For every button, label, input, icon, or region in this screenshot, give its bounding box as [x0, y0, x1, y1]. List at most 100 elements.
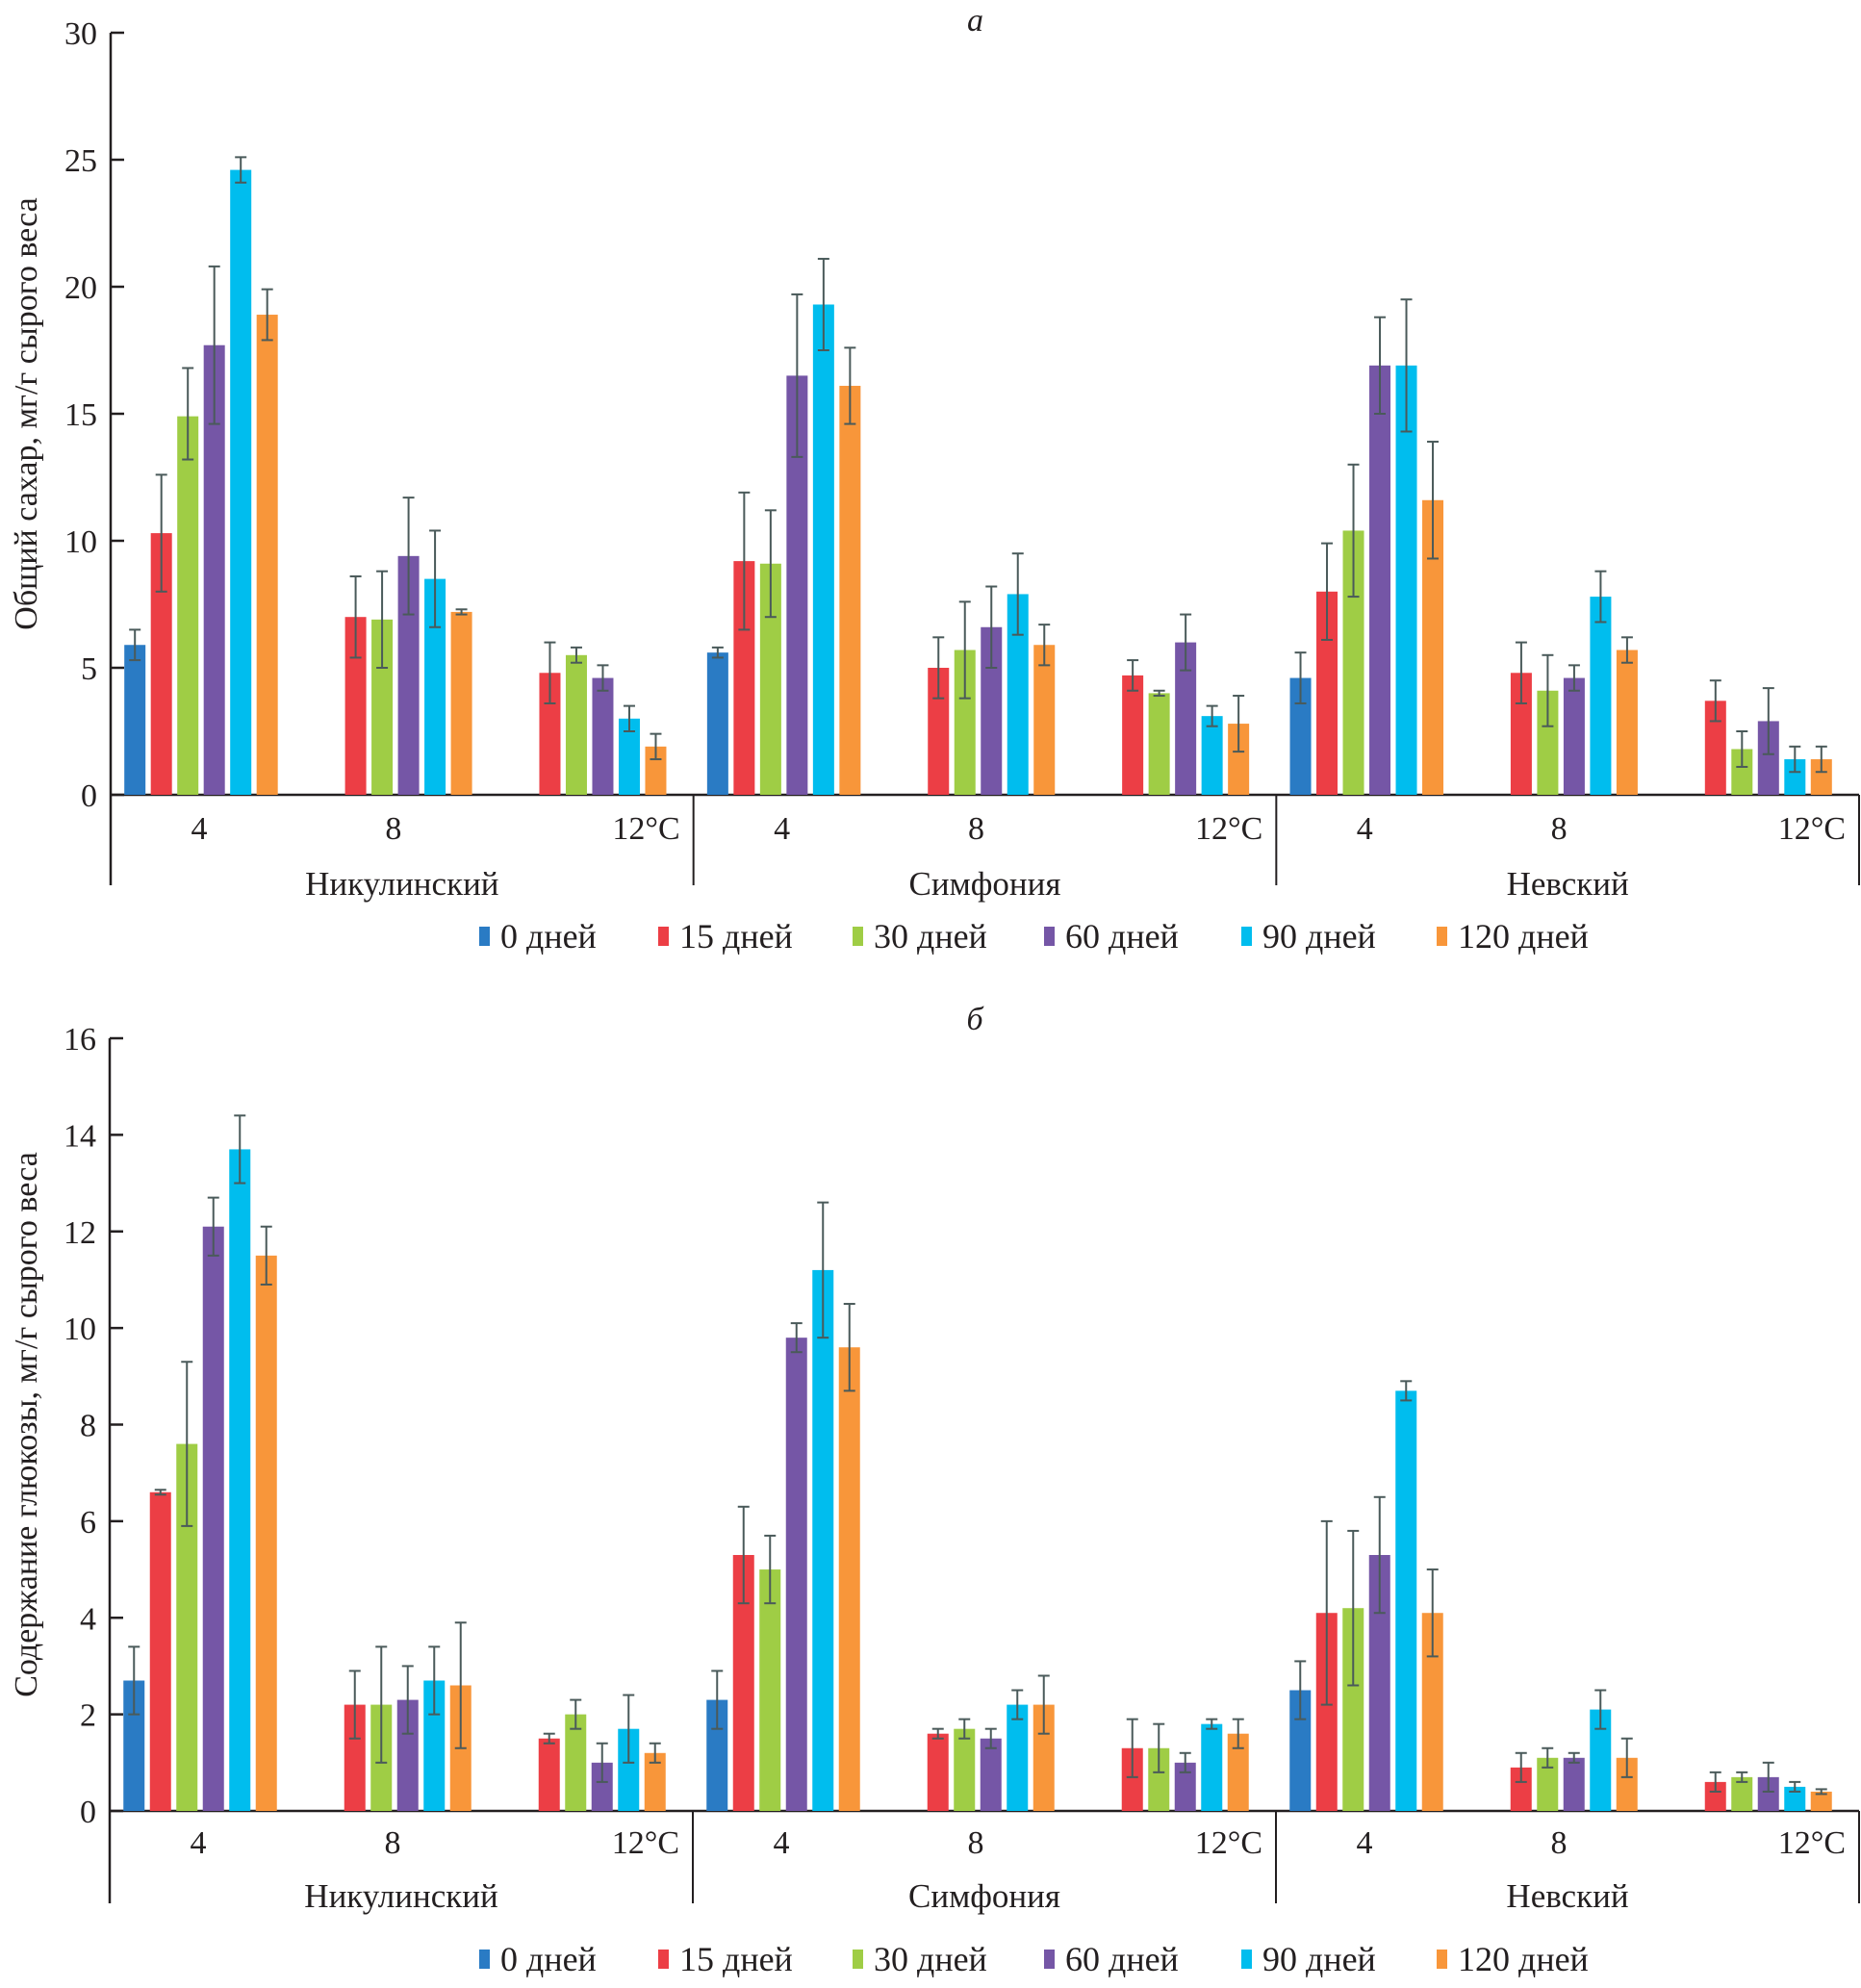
bar-2-6-series-3 [1368, 1555, 1390, 1811]
legend-item: 90 дней [1241, 917, 1376, 956]
bar-0-2-series-1 [538, 1738, 560, 1811]
bar-1-5-series-3 [1174, 1762, 1196, 1811]
y-tick-label: 25 [64, 143, 97, 179]
legend-label: 0 дней [500, 917, 597, 956]
bar-1-4-series-5 [1032, 1704, 1055, 1811]
bar-0-0-series-0 [124, 645, 146, 795]
bar-1-4-series-1 [927, 1733, 949, 1811]
panel-letter: б [966, 1002, 984, 1037]
bar-0-0-series-2 [176, 1443, 198, 1811]
legend-item: 60 дней [1044, 1940, 1179, 1978]
bar-0-0-series-3 [202, 1226, 224, 1811]
bar-2-7-series-4 [1590, 1709, 1612, 1811]
bar-0-2-series-2 [565, 1714, 587, 1811]
bar-2-6-series-0 [1289, 677, 1312, 795]
bar-1-5-series-3 [1175, 642, 1197, 795]
bar-2-7-series-3 [1563, 1757, 1585, 1811]
x-category-label: 12°C [612, 811, 679, 847]
legend-label: 30 дней [874, 917, 987, 956]
legend-item: 30 дней [853, 917, 987, 956]
legend-item: 0 дней [479, 917, 597, 956]
bar-2-8-series-5 [1810, 1791, 1832, 1811]
bar-1-3-series-0 [706, 652, 728, 795]
y-tick-label: 10 [64, 524, 97, 560]
x-category-label: 12°C [612, 1825, 679, 1861]
y-tick-label: 14 [64, 1118, 96, 1154]
bar-0-1-series-4 [424, 578, 446, 795]
bar-0-0-series-3 [203, 344, 225, 795]
bar-1-4-series-5 [1033, 645, 1056, 795]
bar-2-6-series-4 [1395, 365, 1417, 795]
bar-2-8-series-5 [1810, 759, 1832, 795]
legend-swatch [658, 927, 669, 946]
bar-2-7-series-2 [1537, 1757, 1559, 1811]
x-category-label: 8 [385, 1825, 401, 1861]
x-category-label: 4 [774, 811, 790, 847]
bar-2-6-series-1 [1316, 591, 1338, 795]
y-tick-label: 20 [64, 270, 97, 306]
y-tick-label: 30 [64, 16, 97, 52]
x-category-label: 4 [191, 1825, 207, 1861]
bar-1-5-series-4 [1201, 1723, 1223, 1811]
x-category-label: 4 [774, 1825, 790, 1861]
bar-1-4-series-1 [928, 668, 950, 795]
bar-2-7-series-3 [1563, 677, 1585, 795]
x-category-label: 4 [1357, 1825, 1373, 1861]
legend-swatch [658, 1950, 669, 1969]
bar-1-5-series-2 [1148, 1747, 1170, 1811]
bar-2-6-series-1 [1315, 1613, 1338, 1811]
bar-2-6-series-0 [1289, 1690, 1312, 1811]
bar-1-4-series-3 [981, 626, 1003, 795]
bar-0-2-series-5 [644, 1752, 666, 1811]
x-category-label: 8 [1551, 811, 1568, 847]
x-category-label: 8 [968, 1825, 984, 1861]
legend-label: 120 дней [1458, 1940, 1589, 1978]
legend-label: 120 дней [1458, 917, 1589, 956]
chart-panel-a: а 0 5 10 15 20 25 30 Общий сахар, мг/г сырого ве… [9, 3, 1860, 956]
bar-2-6-series-5 [1422, 499, 1444, 795]
bar-0-0-series-5 [255, 1255, 277, 1811]
bar-1-5-series-1 [1122, 675, 1144, 795]
x-category-label: 12°C [1778, 1825, 1846, 1861]
y-tick-label: 16 [64, 1022, 96, 1058]
bar-1-4-series-4 [1007, 1704, 1029, 1811]
y-tick-label: 0 [80, 1795, 96, 1830]
bar-1-4-series-2 [954, 1728, 976, 1811]
legend-swatch [853, 927, 863, 946]
bar-0-0-series-0 [123, 1680, 145, 1811]
bar-2-8-series-4 [1784, 759, 1806, 795]
bar-0-2-series-4 [618, 718, 640, 795]
legend-item: 120 дней [1437, 1940, 1589, 1978]
bar-1-3-series-3 [785, 1338, 807, 1811]
bar-1-5-series-1 [1121, 1747, 1143, 1811]
bar-1-3-series-2 [759, 563, 781, 795]
y-tick-label: 15 [64, 397, 97, 433]
bar-2-7-series-2 [1537, 690, 1559, 795]
legend-swatch [1241, 1950, 1252, 1969]
legend-swatch [853, 1950, 863, 1969]
bar-1-3-series-0 [706, 1699, 728, 1811]
bar-2-6-series-5 [1421, 1613, 1443, 1811]
x-group-label: Невский [1506, 1877, 1628, 1915]
bar-1-3-series-2 [759, 1569, 781, 1811]
x-category-label: 8 [385, 811, 401, 847]
bar-2-8-series-3 [1757, 1776, 1779, 1811]
bar-2-8-series-1 [1704, 701, 1726, 795]
y-axis-title: Общий сахар, мг/г сырого веса [9, 197, 44, 629]
legend-item: 90 дней [1241, 1940, 1376, 1978]
bar-0-1-series-2 [371, 619, 394, 795]
x-group-label: Никулинский [304, 1877, 497, 1915]
bar-2-7-series-5 [1616, 1757, 1638, 1811]
bar-2-7-series-4 [1590, 597, 1612, 795]
legend-item: 30 дней [853, 1940, 987, 1978]
legend-item: 120 дней [1437, 917, 1589, 956]
bar-1-5-series-5 [1227, 1733, 1249, 1811]
bar-0-0-series-2 [177, 416, 199, 795]
x-group-label: Невский [1507, 865, 1629, 903]
bar-0-1-series-1 [344, 1704, 366, 1811]
bar-0-1-series-3 [396, 1699, 419, 1811]
bar-0-0-series-4 [229, 1149, 251, 1811]
bar-0-2-series-3 [592, 677, 614, 795]
x-category-label: 12°C [1778, 811, 1846, 847]
